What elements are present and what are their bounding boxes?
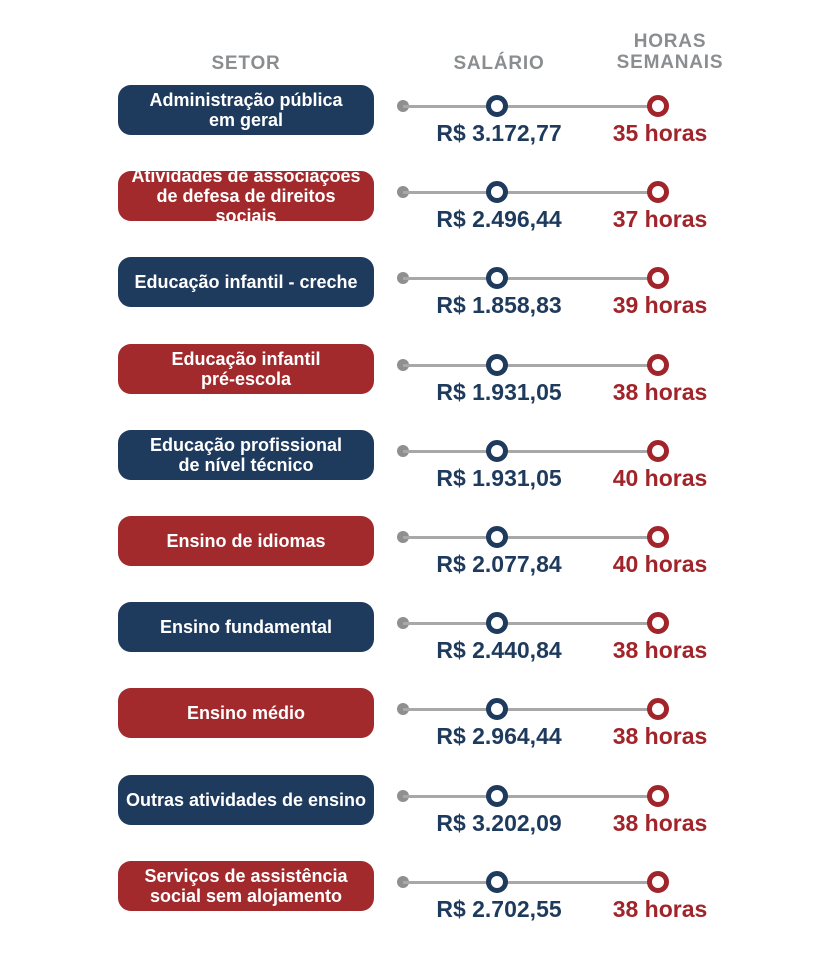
rows-container: Administração pública em geral R$ 3.172,… [0, 85, 830, 947]
table-row: Administração pública em geral R$ 3.172,… [0, 85, 830, 171]
hours-value: 39 horas [612, 292, 708, 319]
sector-pill: Administração pública em geral [118, 85, 374, 135]
connector-line [403, 277, 658, 281]
salary-value: R$ 2.077,84 [436, 550, 562, 577]
sector-label: Educação profissional de nível técnico [149, 434, 343, 475]
sector-label: Serviços de assistência social sem aloja… [144, 865, 348, 906]
hours-value: 38 horas [612, 723, 708, 750]
hours-value: 38 horas [612, 809, 708, 836]
salary-value: R$ 1.931,05 [436, 464, 562, 491]
connector-line [403, 105, 658, 108]
column-header-sector: SETOR [211, 53, 281, 74]
connector-line [403, 622, 658, 626]
sector-label: Atividades de associações de defesa de d… [131, 166, 361, 227]
sector-label: Outras atividades de ensino [125, 789, 367, 810]
sector-pill: Ensino de idiomas [118, 515, 374, 566]
salary-value: R$ 3.202,09 [436, 809, 562, 836]
salary-point-icon [486, 439, 508, 462]
table-row: Ensino de idiomas R$ 2.077,84 40 horas [0, 515, 830, 602]
hours-point-icon [647, 267, 669, 290]
hours-value: 37 horas [612, 206, 708, 233]
table-row: Educação profissional de nível técnico R… [0, 429, 830, 516]
salary-value: R$ 1.858,83 [436, 292, 562, 319]
sector-pill: Atividades de associações de defesa de d… [118, 166, 374, 226]
table-row: Educação infantil - creche R$ 1.858,83 3… [0, 257, 830, 343]
hours-value: 40 horas [612, 464, 708, 491]
hours-point-icon [647, 353, 669, 376]
sector-pill: Ensino fundamental [118, 602, 374, 653]
connector-line [403, 535, 658, 539]
table-row: Outras atividades de ensino R$ 3.202,09 … [0, 774, 830, 861]
sector-label: Ensino médio [186, 703, 305, 724]
sector-label: Educação infantil - creche [134, 272, 358, 293]
sector-pill: Educação infantil pré-escola [118, 343, 374, 394]
salary-value: R$ 2.496,44 [436, 206, 562, 233]
sector-pill: Outras atividades de ensino [118, 774, 374, 825]
connector-line [403, 191, 658, 195]
hours-point-icon [647, 784, 669, 807]
connector-line [403, 794, 658, 798]
connector-line [403, 880, 658, 884]
sector-label: Administração pública em geral [149, 90, 343, 130]
hours-value: 38 horas [612, 637, 708, 664]
salary-value: R$ 1.931,05 [436, 378, 562, 405]
salary-value: R$ 2.964,44 [436, 723, 562, 750]
connector-line [403, 708, 658, 712]
sector-pill: Serviços de assistência social sem aloja… [118, 860, 374, 911]
sector-pill: Ensino médio [118, 688, 374, 739]
salary-point-icon [486, 181, 508, 204]
table-row: Ensino fundamental R$ 2.440,84 38 horas [0, 602, 830, 688]
sector-label: Ensino de idiomas [166, 530, 326, 551]
sector-label: Ensino fundamental [159, 617, 332, 638]
table-row: Atividades de associações de defesa de d… [0, 166, 830, 257]
hours-point-icon [647, 525, 669, 548]
hours-point-icon [647, 698, 669, 721]
hours-point-icon [647, 439, 669, 462]
sector-pill: Educação infantil - creche [118, 257, 374, 308]
column-header-salary: SALÁRIO [453, 53, 545, 74]
column-header-hours: HORAS SEMANAIS [616, 31, 724, 73]
table-row: Educação infantil pré-escola R$ 1.931,05… [0, 343, 830, 430]
salary-point-icon [486, 353, 508, 376]
salary-value: R$ 2.440,84 [436, 637, 562, 664]
table-row: Serviços de assistência social sem aloja… [0, 860, 830, 947]
sector-pill: Educação profissional de nível técnico [118, 429, 374, 480]
salary-point-icon [486, 267, 508, 290]
hours-point-icon [647, 181, 669, 204]
salary-point-icon [486, 95, 508, 117]
hours-value: 38 horas [612, 378, 708, 405]
sector-label: Educação infantil pré-escola [171, 348, 321, 389]
salary-point-icon [486, 870, 508, 893]
salary-point-icon [486, 612, 508, 635]
hours-point-icon [647, 95, 669, 117]
salary-value: R$ 2.702,55 [436, 895, 562, 922]
table-row: Ensino médio R$ 2.964,44 38 horas [0, 688, 830, 774]
salary-point-icon [486, 525, 508, 548]
hours-point-icon [647, 870, 669, 893]
salary-point-icon [486, 784, 508, 807]
connector-line [403, 363, 658, 367]
connector-line [403, 449, 658, 453]
hours-value: 40 horas [612, 550, 708, 577]
hours-value: 35 horas [612, 120, 708, 146]
salary-point-icon [486, 698, 508, 721]
hours-value: 38 horas [612, 895, 708, 922]
hours-point-icon [647, 612, 669, 635]
salary-value: R$ 3.172,77 [436, 120, 562, 146]
